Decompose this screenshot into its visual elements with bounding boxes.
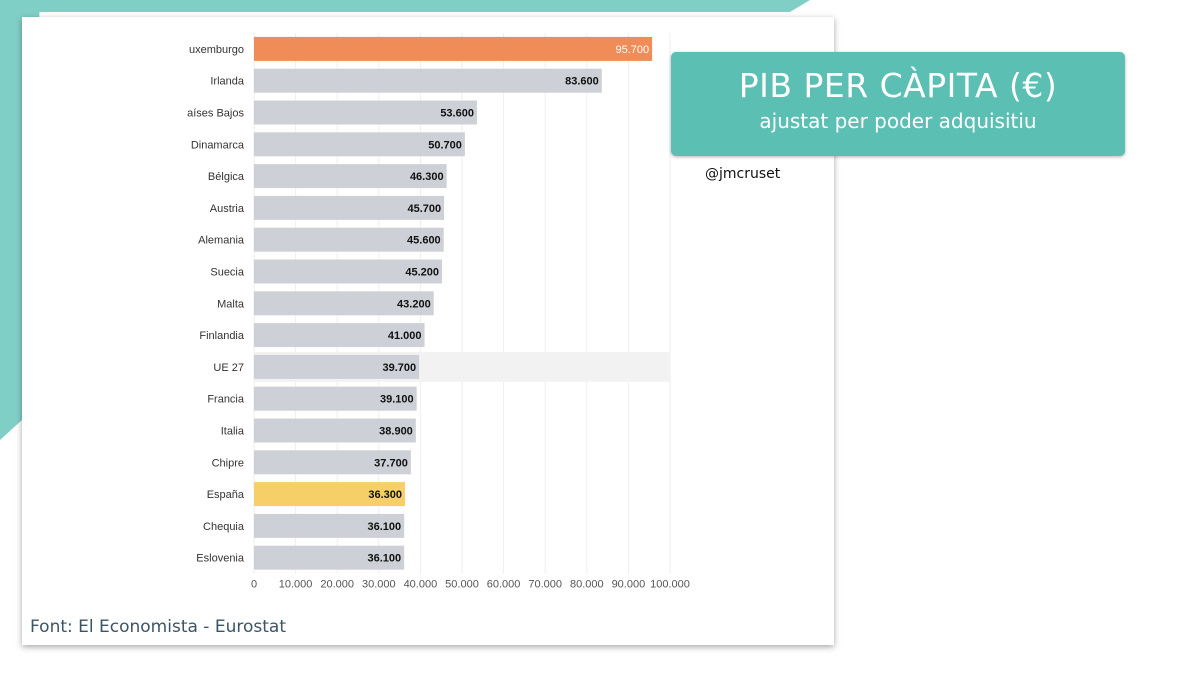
category-label: Italia <box>221 426 245 438</box>
x-tick-label: 40.000 <box>404 579 438 591</box>
category-label: Dinamarca <box>191 139 245 151</box>
x-tick-label: 90.000 <box>612 579 646 591</box>
bar <box>254 482 406 507</box>
bar <box>254 418 416 443</box>
x-tick-label: 0 <box>251 579 257 591</box>
value-label: 39.100 <box>380 394 414 406</box>
value-label: 45.700 <box>407 203 441 215</box>
value-label: 43.200 <box>397 298 431 310</box>
category-label: Bélgica <box>208 171 245 183</box>
value-label: 45.600 <box>407 235 441 247</box>
bar <box>254 323 425 348</box>
title-subtitle: ajustat per poder adquisitiu <box>759 109 1037 133</box>
bar-chart: uxemburgo 95.700 Irlanda 83.600 aíses Bajos 5… <box>187 33 690 591</box>
value-label: 36.100 <box>368 521 402 533</box>
x-tick-label: 10.000 <box>279 579 313 591</box>
category-label: Suecia <box>210 267 245 279</box>
title-box: PIB PER CÀPITA (€) ajustat per poder adq… <box>671 52 1125 156</box>
value-label: 39.700 <box>382 362 416 374</box>
source-caption: Font: El Economista - Eurostat <box>30 617 286 637</box>
bar <box>254 195 445 220</box>
x-tick-label: 20.000 <box>320 579 354 591</box>
bar <box>254 36 653 61</box>
category-label: Alemania <box>198 235 245 247</box>
x-tick-label: 80.000 <box>570 579 604 591</box>
x-tick-label: 50.000 <box>445 579 479 591</box>
value-label: 37.700 <box>374 457 408 469</box>
category-label: Eslovenia <box>196 553 245 565</box>
category-label: Chequia <box>203 521 245 533</box>
category-label: Austria <box>210 203 245 215</box>
category-label: Malta <box>217 298 245 310</box>
bar <box>254 100 477 125</box>
bar <box>254 291 434 316</box>
bar <box>254 450 411 475</box>
category-label: España <box>207 489 245 501</box>
title-main: PIB PER CÀPITA (€) <box>738 66 1058 105</box>
value-label: 45.200 <box>405 267 439 279</box>
category-label: Chipre <box>212 457 244 469</box>
value-label: 53.600 <box>440 108 474 120</box>
bar <box>254 68 602 93</box>
category-label: Finlandia <box>199 330 245 342</box>
value-label: 95.700 <box>615 44 649 56</box>
bar <box>254 132 465 157</box>
x-tick-label: 30.000 <box>362 579 396 591</box>
value-label: 50.700 <box>428 139 462 151</box>
category-label: Irlanda <box>210 76 245 88</box>
bar <box>254 545 405 570</box>
category-label: aíses Bajos <box>187 108 244 120</box>
x-tick-label: 70.000 <box>528 579 562 591</box>
bar <box>254 164 447 189</box>
category-label: uxemburgo <box>189 44 244 56</box>
author-handle: @jmcruset <box>705 166 781 182</box>
value-label: 36.300 <box>368 489 402 501</box>
category-label: UE 27 <box>213 362 244 374</box>
bar <box>254 513 405 538</box>
teal-corner-top <box>0 0 810 12</box>
bar <box>254 227 444 252</box>
bar <box>254 386 417 411</box>
category-label: Francia <box>207 394 245 406</box>
x-tick-label: 60.000 <box>487 579 521 591</box>
value-label: 83.600 <box>565 76 599 88</box>
bar <box>254 354 420 379</box>
bar <box>254 259 443 284</box>
value-label: 46.300 <box>410 171 444 183</box>
value-label: 38.900 <box>379 426 413 438</box>
value-label: 41.000 <box>388 330 422 342</box>
x-tick-label: 100.000 <box>650 579 690 591</box>
value-label: 36.100 <box>368 553 402 565</box>
